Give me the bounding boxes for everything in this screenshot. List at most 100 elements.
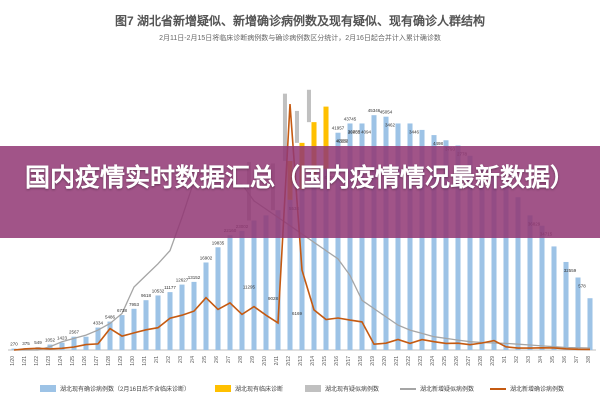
data-label-extra: 32559: [564, 268, 577, 273]
x-tick-label: 1/25: [70, 356, 76, 366]
x-tick-label: 1/26: [82, 356, 88, 366]
bar-confirmed: [539, 225, 545, 350]
bar-confirmed: [443, 140, 449, 350]
data-label-confirmed: 16902: [200, 255, 213, 260]
x-tick-label: 1/24: [58, 356, 64, 366]
x-tick-label: 3/5: [550, 356, 556, 363]
data-label-confirmed: 2567: [69, 330, 80, 335]
bar-confirmed: [263, 215, 269, 350]
x-tick-label: 3/1: [502, 356, 508, 363]
legend-swatch-clinical: [215, 385, 231, 392]
data-label-confirmed: 1423: [57, 336, 68, 341]
data-label-confirmed: 43745: [344, 116, 357, 121]
bar-confirmed: [467, 155, 473, 350]
bar-confirmed: [179, 284, 185, 350]
chart-legend: 湖北现有确诊病例数（2月16日后不含临床诊断） 湖北现有临床诊断 湖北现有疑似病…: [40, 382, 600, 396]
legend-swatch-suspected: [305, 385, 321, 392]
data-label-extra: 4498: [433, 141, 444, 146]
x-tick-label: 1/30: [130, 356, 136, 366]
bar-confirmed: [455, 145, 461, 350]
data-label-extra: 42253: [336, 139, 349, 144]
data-label-extra: 3446: [409, 129, 420, 134]
x-tick-label: 2/22: [406, 356, 412, 366]
x-tick-label: 3/3: [526, 356, 532, 363]
bar-suspected: [306, 89, 311, 123]
x-tick-label: 1/22: [34, 356, 40, 366]
x-tick-label: 2/2: [166, 356, 172, 363]
x-tick-label: 2/26: [454, 356, 460, 366]
bar-confirmed: [479, 168, 485, 350]
bar-confirmed: [575, 277, 581, 350]
data-label-confirmed: 45054: [380, 110, 393, 115]
bar-confirmed: [167, 292, 173, 350]
x-tick-label: 1/21: [22, 356, 28, 366]
x-tick-label: 2/5: [202, 356, 208, 363]
x-tick-label: 2/3: [178, 356, 184, 363]
x-tick-label: 1/23: [46, 356, 52, 366]
bar-confirmed: [119, 315, 125, 350]
bar-confirmed: [527, 215, 533, 350]
bar-confirmed: [515, 197, 521, 350]
chart-subtitle: 2月11日-2月15日将临床诊断病例数与确诊病例数区分统计，2月16日起合并计入…: [159, 35, 441, 42]
bar-confirmed: [191, 281, 197, 350]
bar-confirmed: [431, 135, 437, 350]
x-tick-label: 1/28: [106, 356, 112, 366]
legend-label-new-confirmed: 湖北新增确诊病例数: [510, 387, 565, 393]
x-tick-label: 2/1: [154, 356, 160, 363]
bar-confirmed: [551, 246, 557, 350]
bar-confirmed: [203, 262, 209, 350]
bar-clinical: [323, 106, 329, 169]
bar-suspected: [282, 93, 287, 161]
x-tick-label: 2/20: [382, 356, 388, 366]
bar-confirmed: [275, 210, 281, 350]
x-tick-label: 3/2: [514, 356, 520, 363]
data-label-confirmed: 375: [22, 341, 30, 346]
line-new-confirmed: [13, 104, 591, 351]
bar-confirmed: [323, 168, 329, 350]
data-label-extra: 3462: [385, 123, 396, 128]
headline-banner: [0, 146, 600, 238]
x-tick-label: 2/24: [430, 356, 436, 366]
x-tick-label: 2/16: [334, 356, 340, 366]
x-tick-label: 1/20: [10, 356, 16, 366]
data-label-confirmed: 10532: [152, 288, 165, 293]
x-tick-label: 2/8: [238, 356, 244, 363]
x-tick-label: 3/4: [538, 356, 544, 363]
bar-confirmed: [251, 220, 257, 350]
data-label-suspected: 11295: [243, 285, 256, 290]
data-label-extra: 4094: [361, 129, 372, 134]
x-tick-label: 3/7: [574, 356, 580, 363]
legend-label-clinical: 湖北现有临床诊断: [235, 387, 284, 393]
bar-confirmed: [287, 199, 293, 350]
x-tick-label: 2/25: [442, 356, 448, 366]
bar-suspected: [294, 110, 299, 143]
data-label-confirmed: 1052: [45, 338, 56, 343]
data-label-extra: 39753: [348, 129, 361, 134]
bar-confirmed: [131, 308, 137, 350]
x-tick-label: 2/15: [322, 356, 328, 366]
data-label-suspected: 9028: [268, 296, 279, 301]
x-tick-label: 2/29: [490, 356, 496, 366]
data-label-confirmed: 4334: [93, 321, 104, 326]
x-tick-label: 1/29: [118, 356, 124, 366]
x-tick-label: 2/13: [298, 356, 304, 366]
data-label-confirmed: 13152: [188, 275, 201, 280]
bar-confirmed: [83, 336, 89, 350]
x-tick-label: 1/27: [94, 356, 100, 366]
bar-confirmed: [227, 235, 233, 350]
x-tick-label: 2/11: [274, 356, 280, 366]
x-tick-label: 2/28: [478, 356, 484, 366]
data-label-confirmed: 270: [10, 342, 18, 347]
chart-title: 图7 湖北省新增疑似、新增确诊病例数及现有疑似、现有确诊人群结构: [114, 14, 485, 28]
x-tick-label: 2/7: [226, 356, 232, 363]
x-tick-label: 2/27: [466, 356, 472, 366]
x-tick-label: 2/19: [370, 356, 376, 366]
data-label-confirmed: 12627: [176, 278, 189, 283]
legend-label-confirmed: 湖北现有确诊病例数（2月16日后不含临床诊断）: [60, 387, 191, 393]
bar-confirmed: [155, 295, 161, 350]
x-tick-label: 2/9: [250, 356, 256, 363]
data-label-confirmed: 41957: [332, 126, 345, 131]
legend-line-new-suspected: [400, 388, 416, 390]
x-tick-label: 2/17: [346, 356, 352, 366]
